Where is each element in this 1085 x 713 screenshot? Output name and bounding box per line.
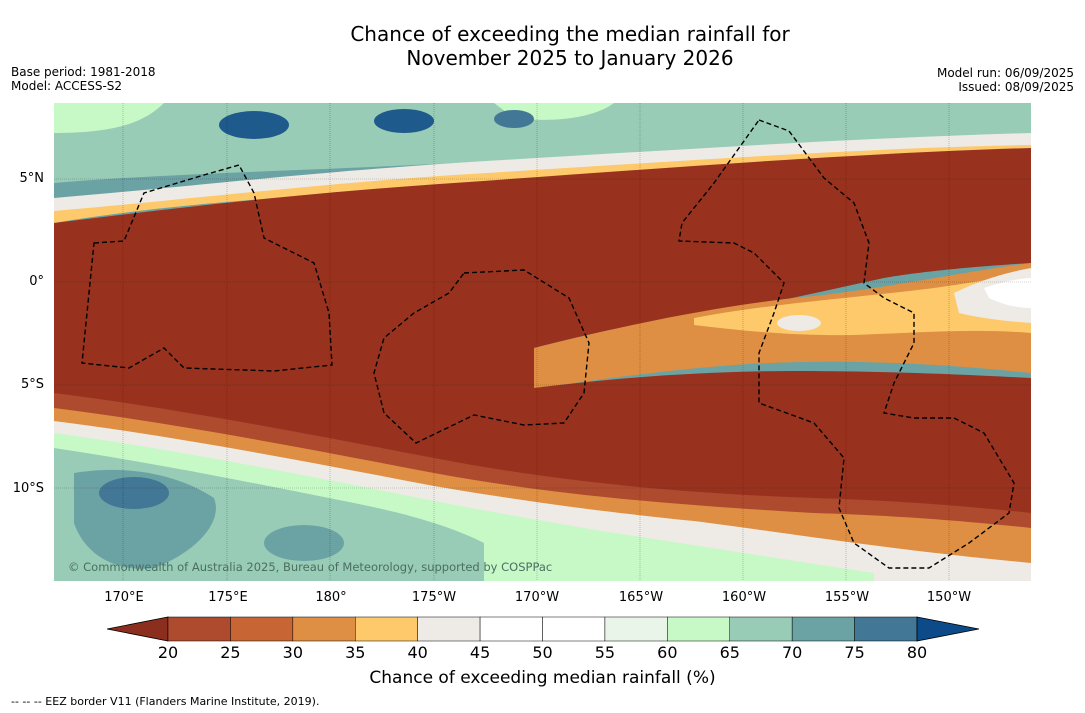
colorbar-segment: [854, 616, 918, 642]
lat-label-0: 0°: [29, 274, 44, 289]
equatorial-small-patch: [777, 315, 821, 331]
colorbar-segment: [292, 616, 356, 642]
equatorial-white-patch: [984, 278, 1031, 308]
colorbar-segment: [417, 616, 481, 642]
meta-right: Model run: 06/09/2025 Issued: 08/09/2025: [937, 66, 1074, 94]
colorbar-label: Chance of exceeding median rainfall (%): [369, 668, 716, 688]
north-wet-cell-1: [219, 111, 289, 139]
south-wet-cell-2: [99, 477, 169, 509]
title-line-2: November 2025 to January 2026: [406, 46, 734, 70]
north-wet-cell-3: [494, 110, 534, 128]
colorbar-tick-label: 40: [407, 643, 428, 662]
colorbar-tick-label: 70: [781, 643, 803, 662]
lon-label-155w: 155°W: [824, 590, 870, 605]
lon-label-180: 180°: [315, 590, 347, 605]
colorbar-tick-label: 75: [844, 643, 865, 662]
lat-label-5s: 5°S: [20, 377, 44, 392]
colorbar-segment: [604, 616, 668, 642]
colorbar-segment: [167, 616, 231, 642]
model-name: Model: ACCESS-S2: [11, 79, 123, 93]
lon-label-170w: 170°W: [514, 590, 560, 605]
eez-outline-2: [373, 269, 590, 444]
eez-outline-3: [678, 119, 1015, 569]
issued-date: Issued: 08/09/2025: [958, 80, 1074, 94]
south-wet-cell-3: [264, 525, 344, 561]
lon-label-175e: 175°E: [208, 590, 248, 605]
map-title: Chance of exceeding the median rainfall …: [0, 22, 1085, 70]
colorbar-segment: [355, 616, 418, 642]
lon-label-150w: 150°W: [926, 590, 972, 605]
base-period: Base period: 1981-2018: [11, 65, 156, 79]
title-line-1: Chance of exceeding the median rainfall …: [350, 22, 790, 46]
colorbar-high-extension: [916, 616, 980, 642]
colorbar-segment: [230, 616, 294, 642]
eez-borders: [81, 119, 1015, 569]
colorbar-tick-label: 50: [532, 643, 553, 662]
colorbar-segment: [667, 616, 730, 642]
colorbar-low-extension: [106, 616, 169, 642]
colorbar-tick-label: 25: [220, 643, 241, 662]
lat-label-5n: 5°N: [19, 171, 45, 186]
lat-label-10s: 10°S: [12, 481, 44, 496]
north-band-light: [54, 103, 1031, 183]
colorbar-segment: [542, 616, 606, 642]
colorbar: [106, 615, 980, 647]
north-patch-green: [54, 103, 164, 133]
colorbar-tick-label: 30: [282, 643, 304, 662]
meta-left: Base period: 1981-2018 Model: ACCESS-S2: [11, 65, 156, 93]
colorbar-tick-label: 55: [594, 643, 616, 662]
lon-label-160w: 160°W: [721, 590, 767, 605]
map-canvas: [54, 103, 1031, 581]
colorbar-tick-label: 65: [719, 643, 740, 662]
colorbar-tick-label: 20: [157, 643, 179, 662]
colorbar-segment: [791, 616, 855, 642]
colorbar-tick-label: 35: [345, 643, 366, 662]
model-run: Model run: 06/09/2025: [936, 66, 1074, 80]
equatorial-yellow-band: [694, 271, 1031, 336]
credit-text: © Commonwealth of Australia 2025, Bureau…: [68, 560, 553, 574]
colorbar-tick-label: 80: [906, 643, 928, 662]
colorbar-tick-label: 60: [657, 643, 678, 662]
colorbar-segment: [479, 616, 543, 642]
rainfall-map: [54, 103, 1031, 581]
colorbar-tick-label: 45: [469, 643, 491, 662]
north-wet-cell-2: [374, 109, 434, 133]
colorbar-svg: [106, 616, 980, 642]
colorbar-segment: [729, 616, 793, 642]
lon-label-170e: 170°E: [104, 590, 144, 605]
eez-legend: -- -- -- EEZ border V11 (Flanders Marine…: [11, 695, 320, 708]
lon-label-165w: 165°W: [618, 590, 664, 605]
lon-label-175w: 175°W: [411, 590, 457, 605]
eez-outline-1: [81, 164, 333, 372]
